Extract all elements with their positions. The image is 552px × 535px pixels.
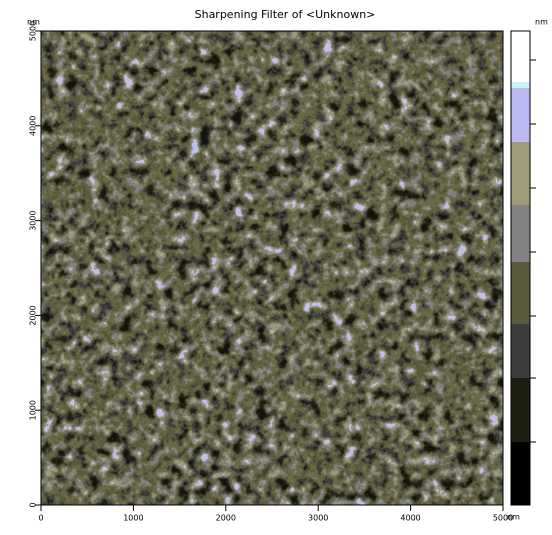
y-tick-label: 5000 — [29, 21, 38, 41]
x-tick-label: 3000 — [308, 514, 328, 523]
colorbar-band — [511, 262, 530, 324]
colorbar-band — [511, 324, 530, 378]
colorbar-unit: nm — [535, 18, 548, 27]
colorbar-band — [511, 205, 530, 262]
x-tick-label: 5000 — [493, 514, 513, 523]
colorbar — [510, 30, 536, 506]
colorbar-band — [511, 378, 530, 442]
y-tick-label: 1000 — [29, 400, 38, 420]
y-tick-label: 2000 — [29, 305, 38, 325]
x-tick-label: 2000 — [216, 514, 236, 523]
x-unit: nm — [507, 513, 520, 522]
colorbar-band — [511, 88, 530, 142]
colorbar-band — [511, 82, 530, 88]
y-tick-label: 4000 — [29, 116, 38, 136]
x-tick-label: 0 — [38, 514, 43, 523]
y-tick-label: 3000 — [29, 210, 38, 230]
y-unit: nm — [27, 18, 40, 27]
x-tick-label: 4000 — [400, 514, 420, 523]
y-tick-label: 0 — [29, 502, 38, 507]
plot-frame — [40, 30, 504, 506]
x-tick-label: 1000 — [123, 514, 143, 523]
colorbar-band — [511, 442, 530, 505]
colorbar-band — [511, 142, 530, 205]
chart-title: Sharpening Filter of <Unknown> — [195, 8, 376, 21]
colorbar-frame — [510, 30, 531, 506]
surface-image — [41, 31, 503, 505]
